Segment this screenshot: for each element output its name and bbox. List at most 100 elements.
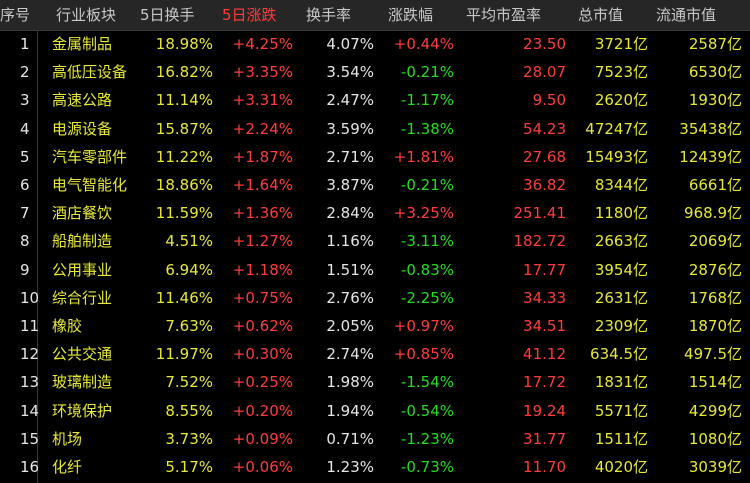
table-cell: 4 [20, 119, 30, 138]
column-header: 5日换手 [140, 6, 195, 24]
table-cell: 1 [20, 35, 30, 53]
table-cell: 4.51% [165, 232, 213, 251]
table-cell: 12439亿 [679, 147, 742, 166]
table-cell: 2876亿 [688, 260, 742, 279]
table-cell: 4.07% [326, 35, 374, 53]
table-cell: 玻璃制造 [52, 373, 113, 392]
table-cell: 电气智能化 [52, 176, 128, 194]
table-cell: 3039亿 [688, 458, 742, 476]
table-cell: 化纤 [52, 458, 83, 476]
table-cell: +0.44% [393, 35, 454, 53]
table-cell: 3.59% [326, 119, 374, 138]
table-cell: 6530亿 [688, 63, 742, 82]
table-cell: 9 [20, 260, 30, 279]
table-cell: 36.82 [523, 176, 566, 194]
table-cell: 5 [20, 147, 30, 166]
table-cell: +1.18% [232, 260, 293, 279]
table-cell: 18.98% [155, 35, 213, 53]
table-cell: 2309亿 [594, 317, 648, 335]
table-cell: 1768亿 [688, 288, 742, 307]
column-header: 平均市盈率 [466, 6, 542, 24]
table-cell: 9.50 [532, 91, 566, 110]
table-cell: 35438亿 [679, 119, 742, 138]
table-cell: 1831亿 [594, 373, 648, 392]
table-cell: 机场 [52, 429, 83, 448]
table-cell: 6661亿 [688, 176, 742, 194]
column-header: 行业板块 [56, 6, 117, 24]
table-cell: 11.14% [155, 91, 213, 110]
table-cell: 31.77 [523, 429, 566, 448]
table-cell: 2069亿 [688, 232, 742, 251]
table-cell: 1080亿 [688, 429, 742, 448]
table-cell: 19.24 [523, 401, 566, 420]
table-cell: 1.16% [326, 232, 374, 251]
table-cell: +4.25% [232, 35, 293, 53]
table-cell: 182.72 [513, 232, 567, 251]
table-cell: 汽车零部件 [52, 147, 128, 166]
table-cell: 8.55% [165, 401, 213, 420]
table-cell: 11.97% [155, 345, 213, 364]
table-cell: 3954亿 [594, 260, 648, 279]
table-cell: 2.71% [326, 147, 374, 166]
table-cell: 1514亿 [688, 373, 742, 392]
table-cell: 11 [20, 317, 40, 335]
table-cell: 金属制品 [52, 35, 113, 53]
table-cell: 968.9亿 [684, 204, 742, 223]
table-cell: -0.21% [400, 176, 454, 194]
table-cell: 251.41 [513, 204, 567, 223]
table-cell: 高速公路 [52, 91, 113, 110]
table-cell: 5571亿 [594, 401, 648, 420]
table-cell: +3.35% [232, 63, 293, 82]
table-cell: 1930亿 [688, 91, 742, 110]
table-cell: 综合行业 [52, 288, 113, 307]
table-cell: 0.71% [326, 429, 374, 448]
table-cell: -1.54% [400, 373, 454, 392]
table-cell: -1.17% [400, 91, 454, 110]
table-cell: 2.84% [326, 204, 374, 223]
table-cell: +0.09% [232, 429, 293, 448]
table-cell: 12 [20, 345, 40, 364]
table-cell: 4299亿 [688, 401, 742, 420]
table-cell: 16.82% [155, 63, 213, 82]
column-header: 总市值 [578, 6, 624, 24]
table-cell: 34.51 [523, 317, 566, 335]
table-cell: -0.83% [400, 260, 454, 279]
table-cell: 1180亿 [594, 204, 648, 223]
table-cell: +0.62% [232, 317, 293, 335]
table-cell: 1511亿 [594, 429, 648, 448]
table-cell: 7.63% [165, 317, 213, 335]
table-cell: 酒店餐饮 [52, 204, 113, 223]
table-cell: 14 [20, 401, 40, 420]
table-cell: -0.54% [400, 401, 454, 420]
column-divider [37, 30, 38, 483]
column-header: 5日涨跌 [222, 6, 277, 24]
table-cell: 公用事业 [52, 260, 113, 279]
table-cell: +0.75% [232, 288, 293, 307]
table-cell: 2620亿 [594, 91, 648, 110]
table-cell: +3.31% [232, 91, 293, 110]
table-cell: 3 [20, 91, 30, 110]
table-cell: 8 [20, 232, 30, 251]
table-cell: 11.46% [155, 288, 213, 307]
table-cell: +1.64% [232, 176, 293, 194]
table-cell: 16 [20, 458, 40, 476]
table-cell: +0.25% [232, 373, 293, 392]
table-cell: 1.98% [326, 373, 374, 392]
table-cell: 15.87% [155, 119, 213, 138]
table-cell: 18.86% [155, 176, 213, 194]
table-cell: 54.23 [523, 119, 566, 138]
table-cell: 17.72 [523, 373, 566, 392]
table-cell: 17.77 [523, 260, 566, 279]
table-cell: +0.06% [232, 458, 293, 476]
column-header: 涨跌幅 [388, 6, 434, 24]
column-header: 换手率 [306, 6, 352, 24]
table-cell: -2.25% [400, 288, 454, 307]
table-cell: 2587亿 [688, 35, 742, 53]
table-cell: 28.07 [523, 63, 566, 82]
table-cell: 634.5亿 [590, 345, 648, 364]
table-cell: 3.87% [326, 176, 374, 194]
table-cell: 高低压设备 [52, 63, 128, 82]
table-cell: 15493亿 [585, 147, 648, 166]
table-cell: +2.24% [232, 119, 293, 138]
